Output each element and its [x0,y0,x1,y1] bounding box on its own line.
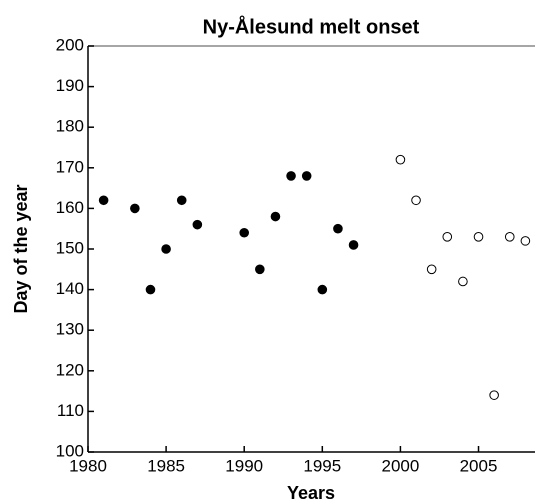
point [411,195,421,206]
point [98,195,109,206]
y-tick-label: 180 [56,117,84,136]
point [520,236,531,246]
y-tick-label: 170 [56,157,84,176]
x-axis-label: Years [287,483,335,503]
point [489,390,499,400]
point [317,284,328,295]
x-tick-label: 2005 [460,456,498,475]
x-tick-label: 1990 [225,456,263,475]
point [192,219,203,230]
y-axis-label: Day of the year [11,184,31,313]
y-tick-label: 120 [56,360,84,379]
point [286,171,296,181]
point [301,171,312,181]
point [442,232,453,242]
point [348,240,359,250]
y-tick-label: 160 [56,198,84,217]
point [426,264,437,275]
y-tick-label: 130 [56,320,84,339]
y-tick-label: 150 [56,238,84,257]
x-tick-label: 1985 [147,456,185,475]
y-tick-label: 100 [56,441,84,460]
point [333,223,343,234]
y-tick-label: 200 [56,35,84,54]
point [270,211,281,222]
point [458,276,468,287]
point [255,264,265,275]
point [176,195,187,206]
x-tick-label: 2000 [381,456,419,475]
point [239,227,250,238]
point [145,284,156,295]
y-tick-label: 140 [56,279,84,298]
y-tick-label: 190 [56,76,84,95]
point [395,154,406,165]
y-tick-label: 110 [57,401,84,420]
point [473,232,484,242]
point [130,203,140,214]
point [161,244,171,254]
x-tick-label: 1995 [303,456,341,475]
x-tick-label: 1980 [69,456,107,475]
point [504,232,515,242]
chart-title: Ny-Ålesund melt onset [203,14,420,38]
